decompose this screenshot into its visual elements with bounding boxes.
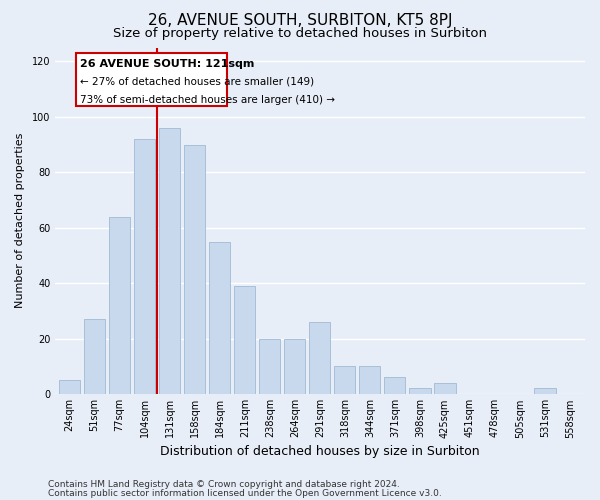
Bar — [359, 366, 380, 394]
Bar — [334, 366, 355, 394]
Bar — [409, 388, 431, 394]
Y-axis label: Number of detached properties: Number of detached properties — [15, 133, 25, 308]
Bar — [259, 338, 280, 394]
Text: Contains HM Land Registry data © Crown copyright and database right 2024.: Contains HM Land Registry data © Crown c… — [48, 480, 400, 489]
Bar — [134, 139, 155, 394]
Text: 73% of semi-detached houses are larger (410) →: 73% of semi-detached houses are larger (… — [80, 94, 335, 104]
Text: Size of property relative to detached houses in Surbiton: Size of property relative to detached ho… — [113, 28, 487, 40]
Bar — [109, 216, 130, 394]
Bar — [535, 388, 556, 394]
Bar — [284, 338, 305, 394]
Text: 26, AVENUE SOUTH, SURBITON, KT5 8PJ: 26, AVENUE SOUTH, SURBITON, KT5 8PJ — [148, 12, 452, 28]
FancyBboxPatch shape — [76, 53, 227, 106]
Bar — [309, 322, 331, 394]
Text: ← 27% of detached houses are smaller (149): ← 27% of detached houses are smaller (14… — [80, 76, 314, 86]
Bar — [384, 378, 406, 394]
Bar — [209, 242, 230, 394]
X-axis label: Distribution of detached houses by size in Surbiton: Distribution of detached houses by size … — [160, 444, 479, 458]
Bar — [234, 286, 256, 394]
Bar — [184, 144, 205, 394]
Bar — [84, 319, 105, 394]
Text: Contains public sector information licensed under the Open Government Licence v3: Contains public sector information licen… — [48, 488, 442, 498]
Bar — [159, 128, 181, 394]
Bar — [59, 380, 80, 394]
Text: 26 AVENUE SOUTH: 121sqm: 26 AVENUE SOUTH: 121sqm — [80, 58, 255, 68]
Bar — [434, 383, 455, 394]
